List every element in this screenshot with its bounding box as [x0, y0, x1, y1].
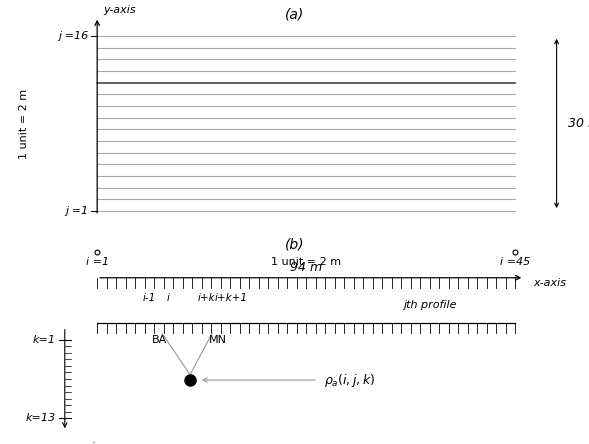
Text: BA: BA — [151, 335, 167, 345]
Text: x-axis: x-axis — [533, 278, 566, 288]
Text: 30 m: 30 m — [568, 117, 589, 130]
Text: j =16: j =16 — [58, 31, 88, 41]
Text: k=1: k=1 — [33, 335, 56, 345]
Text: i: i — [167, 293, 169, 303]
Text: jth profile: jth profile — [403, 300, 456, 310]
Text: (a): (a) — [285, 7, 304, 21]
Text: i+k+1: i+k+1 — [214, 293, 247, 303]
Text: 1 unit = 2 m: 1 unit = 2 m — [19, 88, 28, 159]
Text: 1 unit = 2 m: 1 unit = 2 m — [271, 257, 342, 267]
Text: k=13: k=13 — [26, 413, 56, 424]
Text: (b): (b) — [284, 237, 305, 251]
Text: j =1: j =1 — [65, 206, 88, 216]
Text: y-axis: y-axis — [103, 4, 135, 15]
Text: i =45: i =45 — [500, 257, 531, 267]
Text: i+k: i+k — [197, 293, 215, 303]
Text: i-1: i-1 — [143, 293, 155, 303]
Text: $\rho_a(i,j,k)$: $\rho_a(i,j,k)$ — [324, 372, 375, 388]
Text: 94 m: 94 m — [290, 262, 322, 274]
Text: z-axis: z-axis — [68, 442, 100, 444]
Text: MN: MN — [209, 335, 227, 345]
Text: i =1: i =1 — [85, 257, 109, 267]
